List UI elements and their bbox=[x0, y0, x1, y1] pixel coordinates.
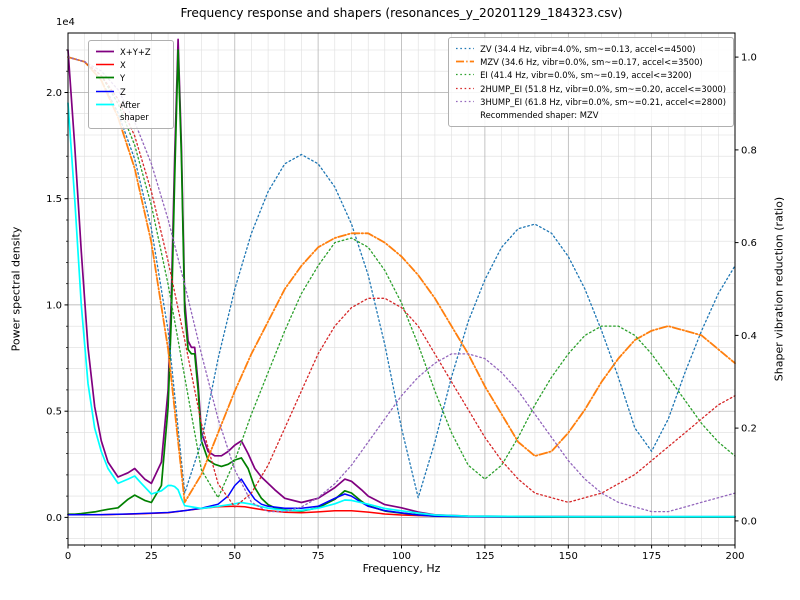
shaper-curves bbox=[67, 56, 736, 513]
legend-line-sample bbox=[96, 50, 114, 53]
legend-line-sample bbox=[456, 100, 475, 102]
svg-text:125: 125 bbox=[475, 551, 494, 562]
svg-text:2.0: 2.0 bbox=[46, 88, 62, 99]
left-tick-labels: 0.0 0.5 1.0 1.5 2.0 bbox=[46, 88, 62, 524]
series-mzv-line bbox=[67, 56, 736, 504]
legend-entry-y: Y bbox=[95, 72, 166, 84]
x-axis-label: Frequency, Hz bbox=[362, 562, 441, 575]
legend-entry-ei: EI (41.4 Hz, vibr=0.0%, sm~=0.19, accel<… bbox=[455, 69, 726, 81]
legend-line-sample bbox=[456, 60, 475, 63]
legend-entry-2hump-ei: 2HUMP_EI (51.8 Hz, vibr=0.0%, sm~=0.20, … bbox=[455, 83, 726, 95]
svg-text:0.5: 0.5 bbox=[46, 407, 62, 418]
legend-label: Y bbox=[120, 73, 126, 84]
legend-line-sample bbox=[456, 87, 475, 89]
legend-entry-zv: ZV (34.4 Hz, vibr=4.0%, sm~=0.13, accel<… bbox=[455, 43, 726, 55]
psd-curves bbox=[67, 38, 736, 518]
series-3hump-ei-line bbox=[67, 56, 736, 513]
svg-text:100: 100 bbox=[392, 551, 411, 562]
legend-line-sample bbox=[96, 103, 114, 106]
right-y-axis-label: Shaper vibration reduction (ratio) bbox=[772, 196, 786, 382]
legend-label: EI (41.4 Hz, vibr=0.0%, sm~=0.19, accel<… bbox=[480, 70, 692, 81]
legend-line-sample bbox=[96, 63, 114, 66]
series-2hump-ei-line bbox=[67, 56, 736, 508]
legend-label: X+Y+Z bbox=[120, 47, 151, 57]
svg-text:50: 50 bbox=[228, 551, 241, 562]
legend-entry-3hump-ei: 3HUMP_EI (61.8 Hz, vibr=0.0%, sm~=0.21, … bbox=[455, 96, 726, 108]
legend-label: 2HUMP_EI (51.8 Hz, vibr=0.0%, sm~=0.20, … bbox=[480, 83, 726, 94]
legend-line-sample bbox=[96, 77, 114, 79]
legend-entry-sum: X+Y+Z bbox=[95, 46, 166, 58]
svg-text:1.0: 1.0 bbox=[46, 300, 62, 311]
legend-label: X bbox=[120, 60, 126, 71]
recommended-shaper-note: Recommended shaper: MZV bbox=[480, 109, 599, 120]
legend-label: ZV (34.4 Hz, vibr=4.0%, sm~=0.13, accel<… bbox=[480, 44, 696, 54]
legend-entry-mzv: MZV (34.6 Hz, vibr=0.0%, sm~=0.17, accel… bbox=[455, 56, 726, 68]
svg-text:0.2: 0.2 bbox=[741, 424, 757, 435]
shaper-legend: ZV (34.4 Hz, vibr=4.0%, sm~=0.13, accel<… bbox=[448, 37, 734, 128]
x-tick-labels: 0 25 50 75 100 125 150 175 200 bbox=[65, 551, 745, 562]
series-z-line bbox=[67, 478, 736, 518]
legend-line-sample bbox=[96, 90, 114, 92]
svg-text:0: 0 bbox=[65, 551, 71, 562]
chart-title: Frequency response and shapers (resonanc… bbox=[180, 6, 623, 20]
right-tick-labels: 0.0 0.2 0.4 0.6 0.8 1.0 bbox=[741, 53, 757, 528]
svg-text:200: 200 bbox=[725, 551, 744, 562]
left-axis-offset-label: 1e4 bbox=[56, 17, 75, 28]
left-y-axis-label: Power spectral density bbox=[9, 226, 23, 352]
series-ei-line bbox=[67, 56, 736, 499]
series-sum-line bbox=[67, 38, 736, 518]
svg-text:0.0: 0.0 bbox=[46, 513, 62, 524]
legend-label: MZV (34.6 Hz, vibr=0.0%, sm~=0.17, accel… bbox=[480, 57, 703, 68]
svg-text:0.4: 0.4 bbox=[741, 331, 757, 342]
svg-text:0.0: 0.0 bbox=[741, 516, 757, 527]
svg-text:25: 25 bbox=[145, 551, 158, 562]
series-after-shaper-line bbox=[67, 102, 736, 518]
legend-label: Z bbox=[120, 86, 126, 97]
legend-line-sample bbox=[456, 47, 475, 50]
svg-text:0.8: 0.8 bbox=[741, 145, 757, 156]
svg-text:175: 175 bbox=[642, 551, 661, 562]
psd-legend: X+Y+Z X Y Z After shaper bbox=[88, 40, 174, 130]
svg-text:75: 75 bbox=[312, 551, 325, 562]
legend-entry-x: X bbox=[95, 59, 166, 71]
tick-marks bbox=[64, 49, 739, 549]
svg-text:150: 150 bbox=[559, 551, 578, 562]
legend-entry-after-shaper: After shaper bbox=[95, 99, 166, 123]
legend-line-sample bbox=[456, 74, 475, 76]
svg-text:1.5: 1.5 bbox=[46, 194, 62, 205]
legend-label: 3HUMP_EI (61.8 Hz, vibr=0.0%, sm~=0.21, … bbox=[480, 96, 726, 107]
svg-text:0.6: 0.6 bbox=[741, 238, 757, 249]
legend-label: After shaper bbox=[120, 99, 149, 122]
svg-text:1.0: 1.0 bbox=[741, 53, 757, 64]
series-zv-line bbox=[67, 56, 736, 499]
legend-entry-z: Z bbox=[95, 86, 166, 98]
